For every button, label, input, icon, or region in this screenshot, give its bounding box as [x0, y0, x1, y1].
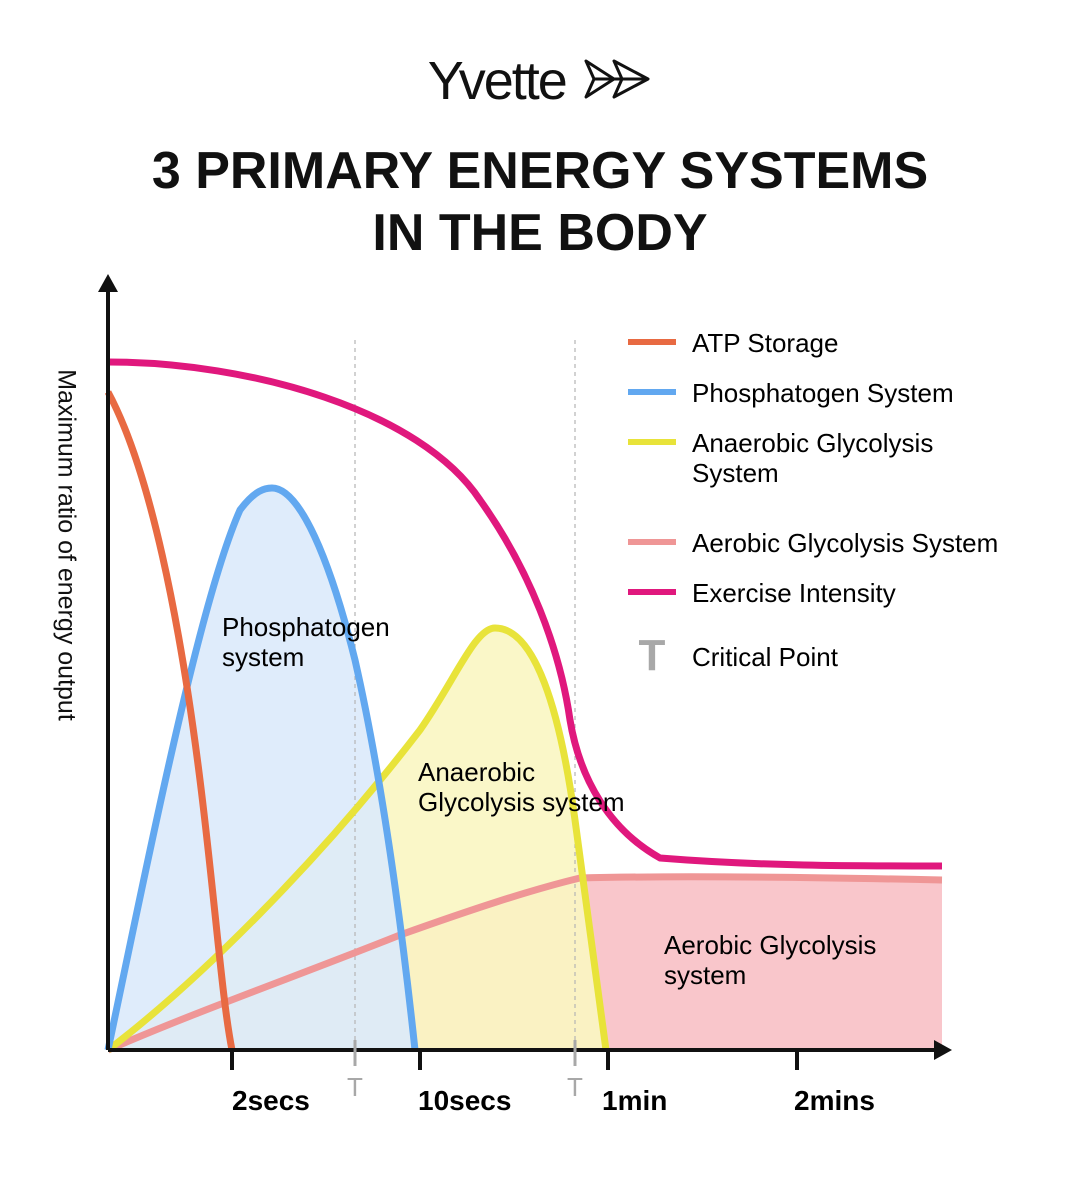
legend: ATP Storage Phosphatogen System Anaerobi…: [628, 328, 998, 680]
phosphagen-region-label-1: Phosphatogen: [222, 612, 390, 642]
critical-marker-label-1: T: [347, 1072, 363, 1102]
anaerobic-line: [105, 624, 610, 1053]
x-axis-arrow-icon: [934, 1040, 952, 1060]
legend-label-phosphagen: Phosphatogen System: [692, 378, 954, 408]
atp-line: [104, 390, 236, 1051]
x-tick-label-2secs: 2secs: [232, 1085, 310, 1116]
anaerobic-region-label-2: Glycolysis system: [418, 787, 625, 817]
legend-label-anaerobic: Anaerobic Glycolysis: [692, 428, 933, 458]
x-tick-label-1min: 1min: [602, 1085, 667, 1116]
legend-label-atp: ATP Storage: [692, 328, 838, 358]
legend-critical-marker-icon: T: [639, 631, 666, 680]
title-line-1: 3 PRIMARY ENERGY SYSTEMS: [151, 142, 929, 200]
aerobic-region-label-1: Aerobic Glycolysis: [664, 930, 876, 960]
y-axis-arrow-icon: [98, 274, 118, 292]
legend-label-anaerobic-line2: System: [692, 458, 779, 488]
intensity-line: [107, 358, 943, 870]
critical-marker-label-2: T: [567, 1072, 583, 1102]
phosphagen-area: [108, 488, 415, 1050]
brand-header: Yvette: [0, 50, 1080, 112]
title-line-2: IN THE BODY: [372, 204, 708, 262]
legend-label-aerobic: Aerobic Glycolysis System: [692, 528, 998, 558]
phosphagen-region-label-2: system: [222, 642, 304, 672]
aerobic-region-label-2: system: [664, 960, 746, 990]
aerobic-line: [106, 873, 943, 1054]
chart-title: 3 PRIMARY ENERGY SYSTEMS IN THE BODY: [0, 140, 1080, 264]
double-arrow-logo-icon: [584, 57, 652, 106]
anaerobic-region-label-1: Anaerobic: [418, 757, 535, 787]
brand-name: Yvette: [427, 51, 568, 111]
x-tick-label-2mins: 2mins: [794, 1085, 875, 1116]
phosphagen-line: [104, 484, 419, 1051]
legend-label-intensity: Exercise Intensity: [692, 578, 896, 608]
legend-label-critical: Critical Point: [692, 642, 839, 672]
x-tick-label-10secs: 10secs: [418, 1085, 511, 1116]
